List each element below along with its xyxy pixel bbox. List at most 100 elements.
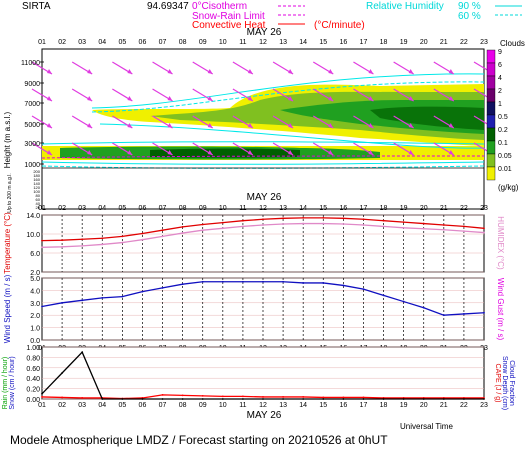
hour-tick-label: 03 [78,205,86,212]
cloud-legend-title: Clouds [500,39,525,48]
series-point [121,241,124,244]
cloud-legend-swatch [486,166,496,181]
wind-arrow-head [408,150,414,155]
wind-arrow-head [408,96,414,101]
wind-arrow-head [448,123,454,128]
series-point [422,222,425,225]
snow-depth-ylabel: Snow Depth (cm) [501,356,508,410]
cloud-layer-low-core [150,148,300,158]
date-label-bottom: MAY 26 [247,410,282,421]
cloud-legend-swatch [486,153,496,168]
hour-tick-label: 07 [159,39,167,46]
series-point [382,225,385,228]
wind-panel: 5.0 4.0 3.0 2.0 1.0 0.0 [30,276,485,345]
series-point [422,398,425,400]
series-point [463,230,465,233]
temperature-ylabel: Temperature (°C) [3,212,12,274]
hour-tick-label: 19 [400,402,408,409]
cloud-ytick-low-label: 20 [36,205,41,210]
wind-arrow-head [167,150,173,155]
coordinate-readout: 94.69347 [147,1,189,12]
series-point [483,398,485,400]
wind-arrow-head [247,123,253,128]
temperature-panel: 14.0 10.0 6.0 2.0 [26,213,485,277]
legend-relative-humidity: Relative Humidity [366,1,444,12]
series-point [382,398,385,400]
wind-arrow-head [167,69,173,74]
hour-tick-label: 17 [360,402,368,409]
rain-ylabel: Rain (mm / hour) [2,357,9,410]
series-point [201,280,204,283]
hour-tick-label: 09 [199,39,207,46]
series-point [262,280,264,283]
hour-tick-label: 09 [199,402,207,409]
series-point [81,244,84,247]
wind-arrow-head [408,123,414,128]
wind-arrow-head [47,150,52,155]
hour-tick-label: 21 [440,205,448,212]
wind-arrow-head [247,150,253,155]
series-point [181,394,184,397]
hour-tick-label: 02 [58,402,66,409]
wind-arrow-head [127,69,133,74]
series-point [41,305,43,308]
hour-tick-label: 23 [480,205,488,212]
wind-arrow-head [288,150,294,155]
hour-tick-label: 12 [259,402,267,409]
ytick-label: 10.0 [26,232,40,239]
series-point [61,396,63,399]
wind-arrow-head [87,150,93,155]
cloud-ytick-low-label: 80 [36,193,41,198]
series-point [101,237,104,240]
wind-arrow-head [87,96,93,101]
ytick-label: 0.0 [30,338,40,345]
ytick-label: 1.0 [30,326,40,333]
ytick-label: 1.00 [26,345,40,352]
wind-arrow-head [288,123,294,128]
series-point [402,226,405,229]
hour-tick-label: 10 [219,39,227,46]
cloud-ytick-low-label: 180 [33,173,40,178]
wind-arrow-head [127,96,133,101]
series-point [483,311,485,314]
ytick-label: 0.60 [26,366,40,373]
cloud-ytick-label: 3000 [24,141,40,148]
cloud-ytick-low-label: 160 [33,177,40,182]
cloud-legend-swatch [486,101,496,116]
series-point [422,227,425,230]
series-point [81,238,84,241]
hour-tick-label: 21 [440,39,448,46]
wind-arrow-head [87,123,93,128]
cloud-legend-swatch [486,127,496,142]
wind-arrow-head [87,69,93,74]
wind-arrow-head [328,150,334,155]
series-point [442,228,445,231]
series-point [442,314,445,317]
hour-tick-label: 18 [380,205,388,212]
hour-tick-label: 04 [98,205,106,212]
series-point [463,225,465,228]
hour-tick-label: 12 [259,39,267,46]
series-point [382,294,385,297]
cloud-legend-swatch [486,114,496,129]
hour-tick-label: 06 [139,205,147,212]
series-point [322,282,325,284]
hour-tick-label: 20 [420,402,428,409]
hour-tick-label: 05 [118,39,126,46]
wind-arrow-head [207,123,213,128]
hour-tick-label: 20 [420,39,428,46]
precip-xlabel: Universal Time [400,422,453,431]
series-point [322,396,325,399]
rh-contour-3 [99,123,485,149]
hour-tick-label: 22 [460,402,468,409]
cloud-ytick-label: 7000 [24,101,40,108]
series-point [101,296,104,299]
series-point [121,295,124,298]
footer-title: Modele Atmospherique LMDZ / Forecast sta… [10,433,388,447]
wind-arrow-head [288,96,294,101]
cloud-ytick-low-label: 60 [36,197,41,202]
hour-tick-label: 05 [118,205,126,212]
hour-tick-label: 03 [78,402,86,409]
cloud-legend-level: 1 [498,101,502,108]
ytick-label: 2.0 [30,270,40,277]
